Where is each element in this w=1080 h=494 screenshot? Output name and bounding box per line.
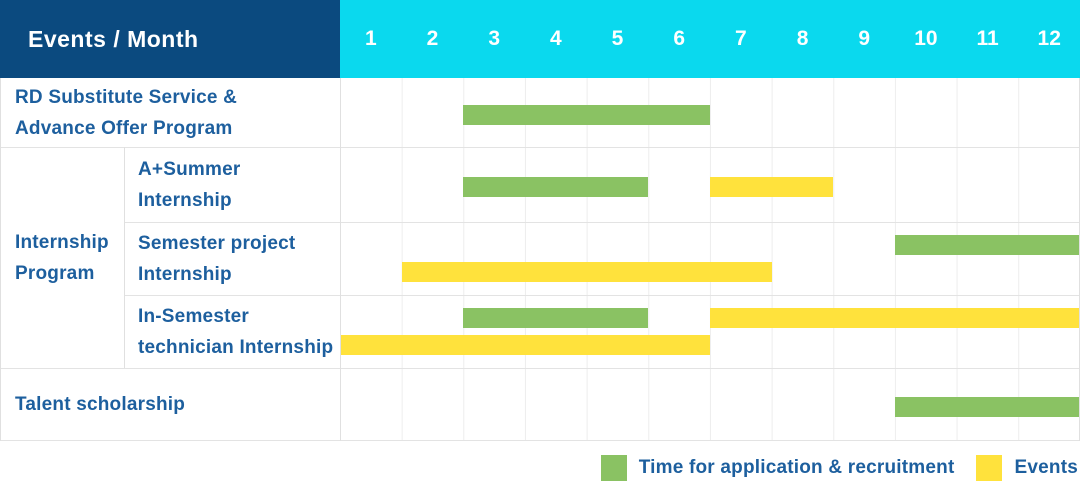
month-header-8: 8: [796, 27, 809, 50]
table-bottom-border: [0, 440, 1080, 441]
table-left-border: [0, 78, 1, 441]
month-header-9: 9: [858, 27, 871, 50]
row-months-area: [340, 78, 1080, 147]
row-label-line: A+Summer: [138, 158, 241, 180]
month-header-11: 11: [976, 27, 999, 50]
row-label: In-Semester technician Internship: [124, 295, 340, 368]
row-months-area: [340, 222, 1080, 295]
month-header-row: 1 2 3 4 5 6 7 8 9 10 11 12: [340, 0, 1080, 78]
gantt-body: RD Substitute Service & Advance Offer Pro…: [0, 78, 1080, 441]
row-months-area: [340, 295, 1080, 368]
month-header-12: 12: [1037, 27, 1061, 50]
bar-events: [710, 308, 1080, 328]
legend-label-events: Events: [1014, 456, 1078, 478]
row-label-line: Advance Offer Program: [15, 117, 233, 139]
row-divider: [124, 295, 1080, 296]
bar-application: [895, 396, 1080, 417]
row-label-line: Semester project: [138, 232, 296, 254]
legend-item-application: Time for application & recruitment: [600, 454, 955, 481]
legend-item-events: Events: [976, 454, 1078, 481]
bar-application: [463, 104, 710, 125]
legend-swatch-events: [976, 454, 1003, 481]
legend-swatch-application: [600, 454, 627, 481]
table-row: In-Semester technician Internship: [0, 295, 1080, 368]
label-months-divider: [340, 78, 341, 441]
group-label-internship-program: Internship Program: [0, 147, 124, 368]
table-header-title: Events / Month: [0, 0, 340, 78]
row-divider: [0, 147, 1080, 148]
month-header-2: 2: [426, 27, 439, 50]
month-header-6: 6: [673, 27, 686, 50]
row-divider: [124, 222, 1080, 223]
row-label: Talent scholarship: [0, 368, 340, 441]
row-label-line: Internship: [138, 263, 232, 285]
row-label: Semester project Internship: [124, 222, 340, 295]
row-label: A+Summer Internship: [124, 147, 340, 222]
bar-application: [895, 235, 1080, 255]
month-header-3: 3: [488, 27, 501, 50]
table-header: Events / Month 1 2 3 4 5 6 7 8 9 10 11 12: [0, 0, 1080, 78]
row-divider: [0, 368, 1080, 369]
group-label-line: Program: [15, 262, 95, 284]
legend-label-application: Time for application & recruitment: [638, 456, 955, 478]
legend: Time for application & recruitment Events: [0, 441, 1080, 494]
month-header-1: 1: [364, 27, 377, 50]
row-label-line: Talent scholarship: [15, 394, 186, 415]
bar-events: [710, 176, 834, 197]
bar-application: [463, 176, 649, 197]
group-column-divider: [124, 147, 125, 368]
row-months-area: [340, 368, 1080, 441]
row-label-line: Internship: [138, 189, 232, 211]
group-label-line: Internship: [15, 231, 109, 253]
month-header-5: 5: [611, 27, 624, 50]
bar-events: [401, 262, 772, 282]
month-header-4: 4: [550, 27, 562, 50]
bar-application: [463, 308, 649, 328]
bar-events: [340, 335, 710, 355]
row-label: RD Substitute Service & Advance Offer Pro…: [0, 78, 340, 147]
table-row: A+Summer Internship: [0, 147, 1080, 222]
table-row: RD Substitute Service & Advance Offer Pro…: [0, 78, 1080, 147]
row-label-line: RD Substitute Service &: [15, 86, 238, 108]
month-header-7: 7: [735, 27, 747, 50]
table-row: Semester project Internship: [0, 222, 1080, 295]
table-row: Talent scholarship: [0, 368, 1080, 441]
row-label-line: In-Semester: [138, 305, 249, 327]
row-months-area: [340, 147, 1080, 222]
month-header-10: 10: [914, 27, 938, 50]
row-label-line: technician Internship: [138, 336, 334, 358]
